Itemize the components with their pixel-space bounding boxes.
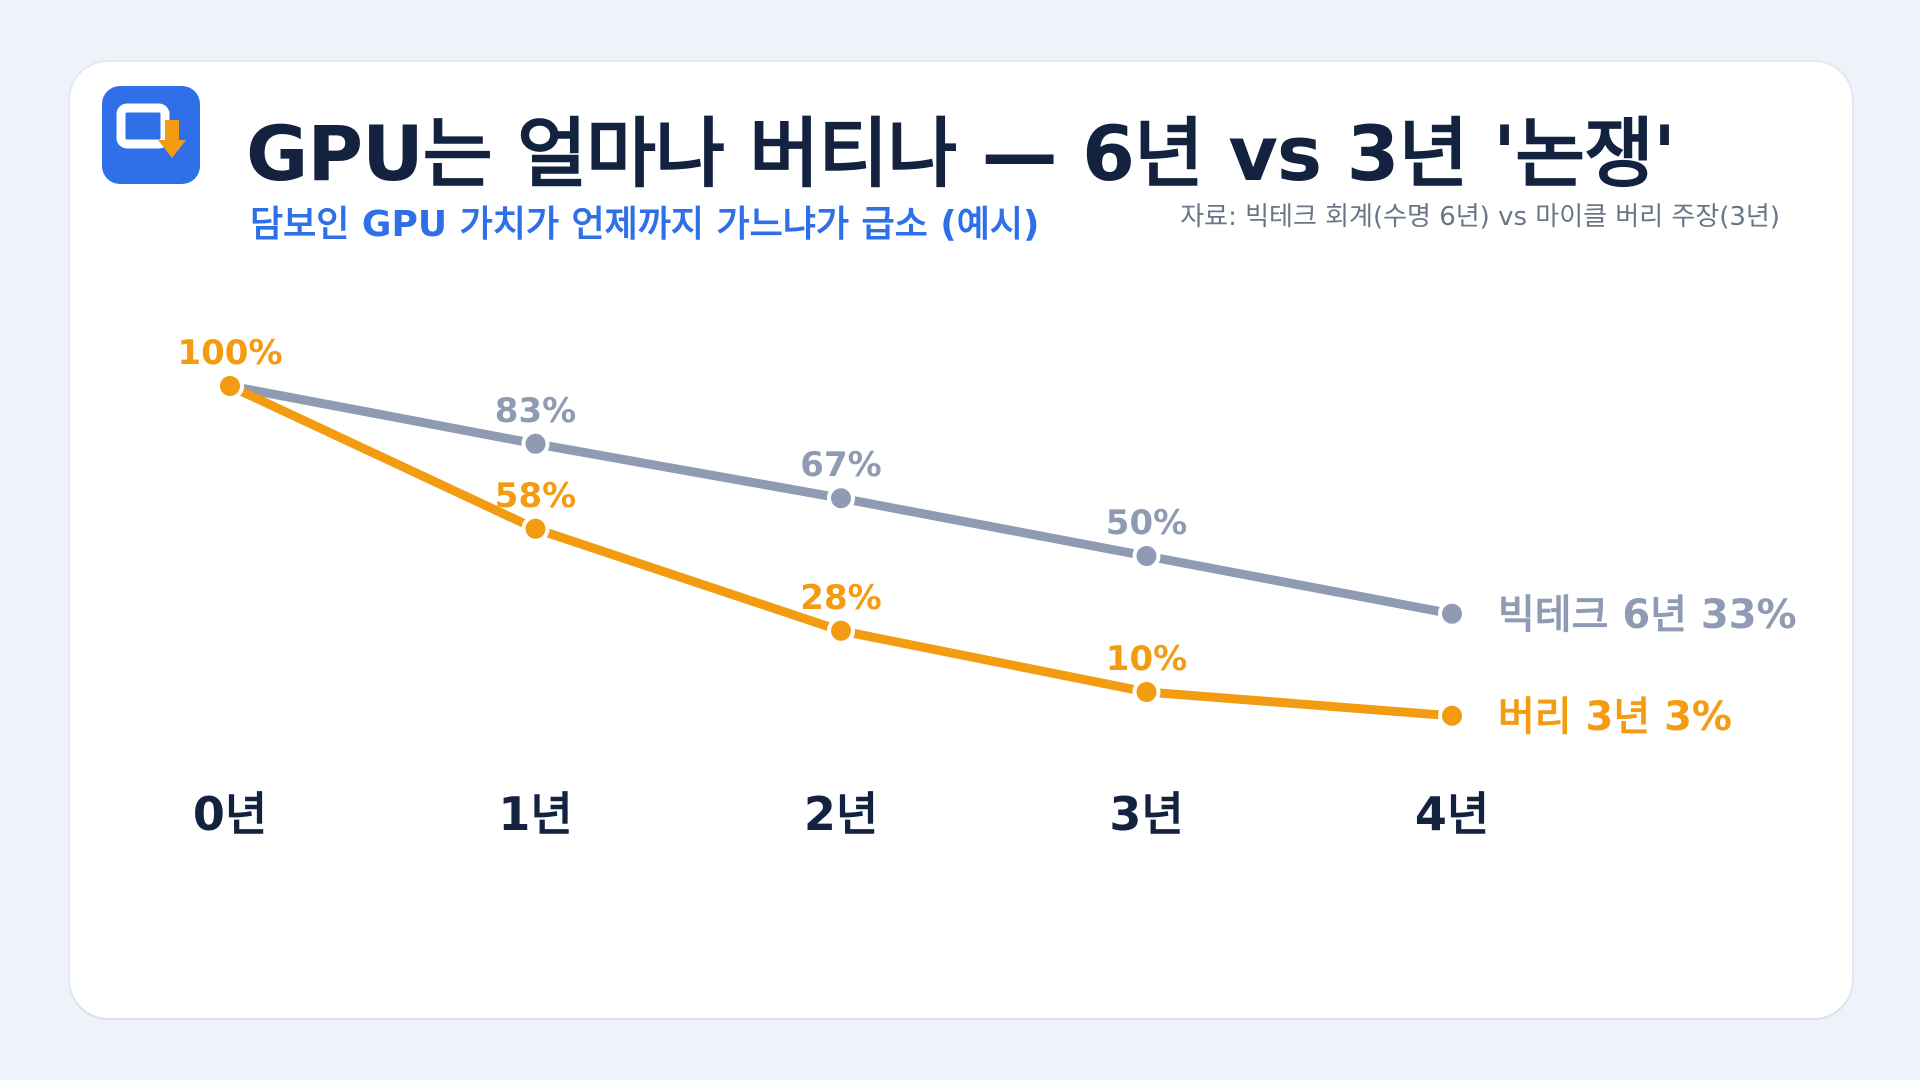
data-point <box>827 616 855 645</box>
data-point <box>1132 678 1161 706</box>
x-tick-label: 0년 <box>193 787 267 841</box>
x-tick-label: 4년 <box>1415 787 1489 841</box>
data-label: 83% <box>495 391 576 431</box>
page-subtitle: 담보인 GPU 가치가 언제까지 가느냐가 급소 (예시) <box>250 204 1040 245</box>
data-label: 100% <box>177 333 282 373</box>
data-point <box>1132 542 1161 570</box>
data-point <box>216 372 244 400</box>
download-monitor-icon <box>102 86 200 184</box>
x-tick-label: 2년 <box>804 787 878 841</box>
data-point <box>521 514 550 543</box>
data-point <box>1438 599 1466 628</box>
data-label: 50% <box>1106 503 1187 543</box>
data-label: 58% <box>495 476 576 516</box>
x-tick-label: 1년 <box>498 787 572 841</box>
x-tick-label: 3년 <box>1109 787 1183 841</box>
data-point <box>1438 701 1466 730</box>
page-title: GPU는 얼마나 버티나 — 6년 vs 3년 '논쟁' <box>246 109 1676 198</box>
source-note: 자료: 빅테크 회계(수명 6년) vs 마이클 버리 주장(3년) <box>1180 202 1780 232</box>
chart-card: GPU는 얼마나 버티나 — 6년 vs 3년 '논쟁' 담보인 GPU 가치가… <box>70 62 1852 1018</box>
data-label: 67% <box>800 445 881 485</box>
series-end-label: 빅테크 6년 33% <box>1498 592 1797 638</box>
data-point <box>827 484 855 513</box>
series-line-burry <box>225 381 1457 721</box>
data-label: 10% <box>1106 639 1187 679</box>
data-label: 28% <box>800 578 881 618</box>
data-point <box>521 429 550 458</box>
series-end-label: 버리 3년 3% <box>1498 694 1732 740</box>
